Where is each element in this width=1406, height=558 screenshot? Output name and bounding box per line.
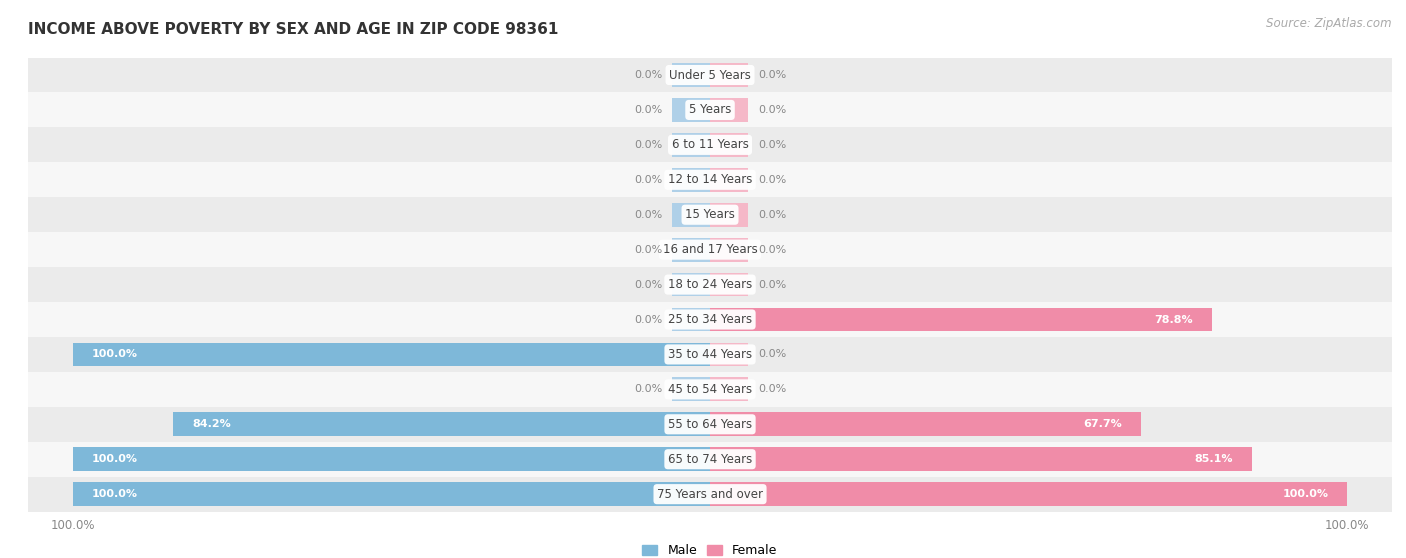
- Text: 0.0%: 0.0%: [634, 70, 662, 80]
- Bar: [672, 273, 710, 296]
- Text: 0.0%: 0.0%: [634, 280, 662, 290]
- Bar: [672, 307, 710, 331]
- Bar: [672, 168, 710, 191]
- Text: 0.0%: 0.0%: [634, 384, 662, 395]
- Text: 55 to 64 Years: 55 to 64 Years: [668, 418, 752, 431]
- Bar: [8, 232, 1406, 267]
- Text: 0.0%: 0.0%: [634, 244, 662, 254]
- Text: 0.0%: 0.0%: [758, 140, 786, 150]
- Bar: [710, 448, 1253, 471]
- Text: 16 and 17 Years: 16 and 17 Years: [662, 243, 758, 256]
- Bar: [710, 273, 748, 296]
- Bar: [8, 93, 1406, 127]
- Bar: [8, 302, 1406, 337]
- Text: 84.2%: 84.2%: [193, 419, 232, 429]
- Bar: [710, 307, 1212, 331]
- Bar: [8, 477, 1406, 512]
- Bar: [710, 378, 748, 401]
- Text: 0.0%: 0.0%: [758, 349, 786, 359]
- Text: 0.0%: 0.0%: [758, 105, 786, 115]
- Text: 0.0%: 0.0%: [634, 140, 662, 150]
- Text: 0.0%: 0.0%: [758, 70, 786, 80]
- Text: 85.1%: 85.1%: [1195, 454, 1233, 464]
- Bar: [73, 448, 710, 471]
- Text: 0.0%: 0.0%: [758, 384, 786, 395]
- Text: 0.0%: 0.0%: [758, 280, 786, 290]
- Text: INCOME ABOVE POVERTY BY SEX AND AGE IN ZIP CODE 98361: INCOME ABOVE POVERTY BY SEX AND AGE IN Z…: [28, 22, 558, 37]
- Bar: [8, 372, 1406, 407]
- Bar: [8, 127, 1406, 162]
- Text: 65 to 74 Years: 65 to 74 Years: [668, 453, 752, 466]
- Text: 0.0%: 0.0%: [634, 105, 662, 115]
- Text: Source: ZipAtlas.com: Source: ZipAtlas.com: [1267, 17, 1392, 30]
- Text: 12 to 14 Years: 12 to 14 Years: [668, 174, 752, 186]
- Bar: [73, 482, 710, 506]
- Bar: [710, 238, 748, 262]
- Text: 0.0%: 0.0%: [758, 244, 786, 254]
- Bar: [710, 412, 1142, 436]
- Text: 78.8%: 78.8%: [1154, 315, 1194, 325]
- Bar: [73, 343, 710, 366]
- Text: 18 to 24 Years: 18 to 24 Years: [668, 278, 752, 291]
- Bar: [672, 378, 710, 401]
- Bar: [710, 343, 748, 366]
- Text: 5 Years: 5 Years: [689, 103, 731, 117]
- Bar: [710, 203, 748, 227]
- Text: 0.0%: 0.0%: [758, 210, 786, 220]
- Bar: [173, 412, 710, 436]
- Bar: [710, 168, 748, 191]
- Text: 100.0%: 100.0%: [1282, 489, 1329, 499]
- Bar: [8, 407, 1406, 442]
- Bar: [672, 203, 710, 227]
- Bar: [710, 482, 1347, 506]
- Bar: [710, 63, 748, 87]
- Text: 100.0%: 100.0%: [91, 489, 138, 499]
- Bar: [672, 238, 710, 262]
- Bar: [8, 57, 1406, 93]
- Bar: [8, 442, 1406, 477]
- Text: 15 Years: 15 Years: [685, 208, 735, 221]
- Bar: [8, 162, 1406, 198]
- Bar: [8, 198, 1406, 232]
- Bar: [672, 133, 710, 157]
- Text: 25 to 34 Years: 25 to 34 Years: [668, 313, 752, 326]
- Bar: [672, 98, 710, 122]
- Bar: [710, 133, 748, 157]
- Text: Under 5 Years: Under 5 Years: [669, 69, 751, 81]
- Text: 0.0%: 0.0%: [634, 315, 662, 325]
- Text: 45 to 54 Years: 45 to 54 Years: [668, 383, 752, 396]
- Text: 0.0%: 0.0%: [758, 175, 786, 185]
- Text: 35 to 44 Years: 35 to 44 Years: [668, 348, 752, 361]
- Bar: [8, 267, 1406, 302]
- Legend: Male, Female: Male, Female: [637, 539, 783, 558]
- Text: 75 Years and over: 75 Years and over: [657, 488, 763, 501]
- Text: 0.0%: 0.0%: [634, 175, 662, 185]
- Bar: [8, 337, 1406, 372]
- Text: 6 to 11 Years: 6 to 11 Years: [672, 138, 748, 151]
- Text: 0.0%: 0.0%: [634, 210, 662, 220]
- Bar: [710, 98, 748, 122]
- Text: 67.7%: 67.7%: [1084, 419, 1122, 429]
- Text: 100.0%: 100.0%: [91, 349, 138, 359]
- Bar: [672, 63, 710, 87]
- Text: 100.0%: 100.0%: [91, 454, 138, 464]
